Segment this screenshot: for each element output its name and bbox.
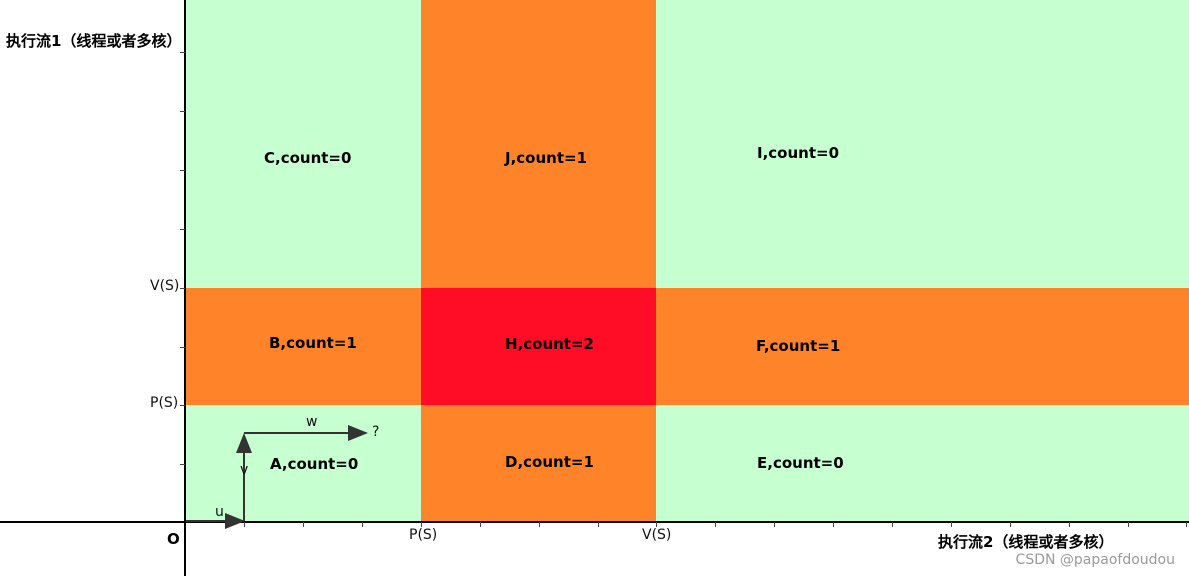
y-axis-title: 执行流1（线程或者多核） <box>6 32 182 50</box>
region-c-label: C,count=0 <box>264 149 352 167</box>
watermark: CSDN @papaofdoudou <box>1015 552 1175 568</box>
region-f <box>656 288 1189 405</box>
region-h-label: H,count=2 <box>505 335 594 353</box>
x-tick <box>951 522 952 527</box>
region-d <box>421 405 656 522</box>
y-tick <box>180 170 185 171</box>
region-e-label: E,count=0 <box>757 454 844 472</box>
region-b <box>186 288 421 405</box>
x-tick <box>1010 522 1011 527</box>
region-i <box>656 0 1189 288</box>
x-tick <box>303 522 304 527</box>
origin-label: O <box>167 530 180 548</box>
region-j-label: J,count=1 <box>505 149 588 167</box>
x-tick <box>421 522 422 527</box>
vector-w-label: w <box>306 414 318 430</box>
x-tick <box>833 522 834 527</box>
x-tick <box>1186 522 1187 527</box>
x-tick-label-ps: P(S) <box>409 527 438 543</box>
region-f-label: F,count=1 <box>756 337 841 355</box>
y-tick-label-vs: V(S) <box>150 278 180 294</box>
y-tick <box>180 347 185 348</box>
x-tick-label-vs: V(S) <box>642 527 672 543</box>
region-h <box>421 288 656 405</box>
y-tick <box>180 52 185 53</box>
y-tick <box>180 111 185 112</box>
region-i-label: I,count=0 <box>757 144 840 162</box>
region-j <box>421 0 656 288</box>
region-a <box>186 405 421 522</box>
region-a-label: A,count=0 <box>270 455 359 473</box>
x-tick <box>774 522 775 527</box>
x-tick <box>1128 522 1129 527</box>
x-axis-title: 执行流2（线程或者多核） <box>938 533 1114 551</box>
x-tick <box>656 522 657 527</box>
vector-u-label: u <box>215 504 224 520</box>
y-tick <box>180 405 185 406</box>
vector-v-label: v <box>240 462 249 478</box>
y-tick <box>180 464 185 465</box>
x-tick <box>480 522 481 527</box>
x-tick <box>598 522 599 527</box>
x-tick <box>362 522 363 527</box>
y-tick <box>180 288 185 289</box>
region-b-label: B,count=1 <box>269 334 357 352</box>
x-axis <box>0 521 1189 523</box>
x-tick <box>715 522 716 527</box>
x-tick <box>244 522 245 527</box>
region-e <box>656 405 1189 522</box>
unknown-target-label: ? <box>372 424 380 440</box>
region-d-label: D,count=1 <box>505 453 594 471</box>
x-tick <box>892 522 893 527</box>
x-tick <box>1069 522 1070 527</box>
y-tick <box>180 229 185 230</box>
x-tick <box>539 522 540 527</box>
y-tick-label-ps: P(S) <box>150 395 179 411</box>
region-c <box>186 0 421 288</box>
y-axis <box>184 0 186 576</box>
